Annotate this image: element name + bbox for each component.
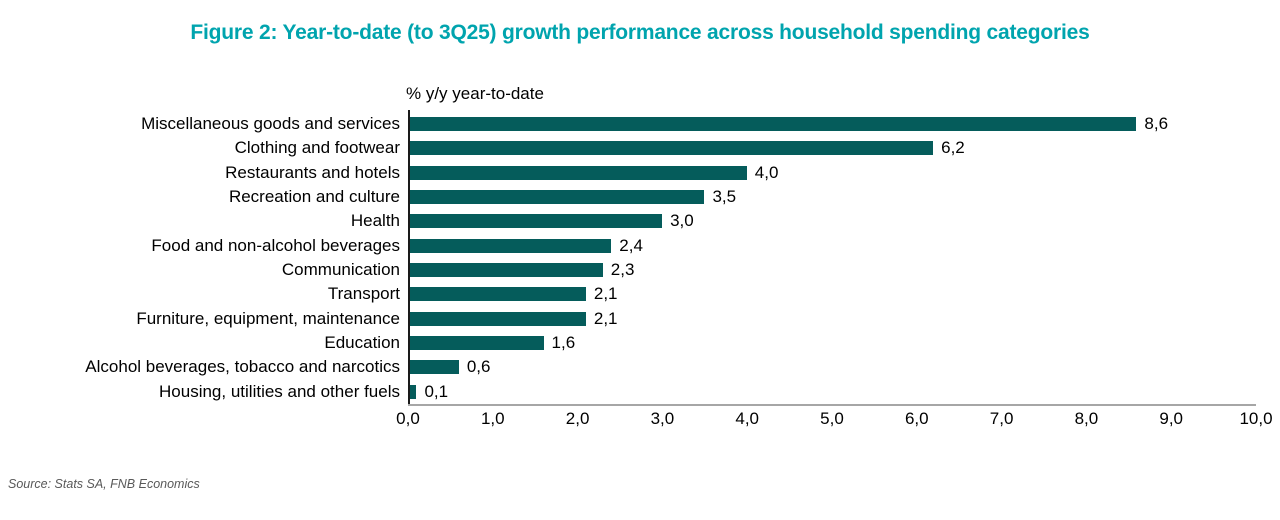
axis-tick-label: 3,0 [650,409,675,428]
value-label: 2,4 [619,235,643,255]
bar [408,263,603,278]
bar-track: 2,3 [408,258,1255,282]
chart-row: Furniture, equipment, maintenance 2,1 [0,307,1256,331]
chart-row: Communication 2,3 [0,258,1256,282]
category-axis-line [408,110,410,406]
category-label: Communication [281,260,400,280]
bar [408,214,663,229]
source-note: Source: Stats SA, FNB Economics [8,477,200,491]
category-label: Health [350,211,400,231]
axis-tick-label: 8,0 [1074,409,1099,428]
chart-row: Recreation and culture 3,5 [0,185,1256,209]
chart-row: Food and non-alcohol beverages 2,4 [0,234,1256,258]
category-label: Alcohol beverages, tobacco and narcotics [85,357,400,377]
bar [408,287,586,302]
axis-tick-label: 7,0 [989,409,1014,428]
bar-track: 2,1 [408,307,1255,331]
bar [408,384,417,399]
value-label: 6,2 [941,138,965,158]
category-label: Furniture, equipment, maintenance [136,308,400,328]
axis-tick-label: 0,0 [396,409,420,428]
bar-track: 1,6 [408,331,1255,355]
axis-tick-label: 1,0 [480,409,505,428]
chart-row: Health 3,0 [0,209,1256,233]
bar-track: 3,5 [408,185,1255,209]
chart-row: Education 1,6 [0,331,1256,355]
bar [408,311,586,326]
chart-row: Alcohol beverages, tobacco and narcotics… [0,355,1256,379]
axis-tick-label: 6,0 [904,409,929,428]
category-label: Housing, utilities and other fuels [159,381,400,401]
category-label: Food and non-alcohol beverages [151,235,400,255]
bar [408,238,612,253]
value-axis-title: % y/y year-to-date [406,84,544,103]
axis-tick-label: 10,0 [1239,409,1273,428]
value-label: 3,0 [670,211,694,231]
bar [408,190,705,205]
category-label: Education [324,333,400,353]
value-label: 2,1 [593,308,618,328]
category-label: Miscellaneous goods and services [141,114,400,134]
axis-tick-label: 2,0 [565,409,590,428]
chart-row: Transport 2,1 [0,282,1256,306]
value-label: 2,3 [610,260,635,280]
chart-row: Miscellaneous goods and services 8,6 [0,112,1256,136]
bar-track: 6,2 [408,136,1255,160]
value-label: 0,6 [466,357,491,377]
bar [408,336,544,351]
bar-track: 2,4 [408,234,1255,258]
chart-row: Housing, utilities and other fuels 0,1 [0,380,1256,404]
value-axis-line [408,404,1256,406]
bar-track: 3,0 [408,209,1255,233]
bar-track: 0,6 [408,355,1255,379]
bar-chart: Miscellaneous goods and services 8,6 Cloth… [0,112,1256,404]
figure-title: Figure 2: Year-to-date (to 3Q25) growth … [190,21,1090,44]
bar-track: 4,0 [408,161,1255,185]
category-label: Recreation and culture [228,187,400,207]
axis-tick-label: 4,0 [735,409,760,428]
chart-row: Clothing and footwear 6,2 [0,136,1256,160]
bar [408,141,934,156]
value-label: 8,6 [1144,114,1169,134]
bar [408,165,747,180]
bar [408,360,459,375]
bar-track: 0,1 [408,380,1255,404]
category-label: Transport [327,284,400,304]
value-label: 1,6 [551,333,576,353]
bar-track: 2,1 [408,282,1255,306]
value-label: 0,1 [424,381,449,401]
value-label: 4,0 [754,162,779,182]
bar-track: 8,6 [408,112,1255,136]
category-label: Clothing and footwear [234,138,400,158]
value-label: 3,5 [712,187,737,207]
bar [408,117,1137,132]
axis-tick-label: 5,0 [820,409,844,428]
value-label: 2,1 [593,284,618,304]
chart-row: Restaurants and hotels 4,0 [0,161,1256,185]
value-axis-labels: 0,0 1,0 2,0 3,0 4,0 5,0 6,0 7,0 8,0 9,0 10,0 [396,409,1272,429]
category-label: Restaurants and hotels [225,162,400,182]
axis-tick-label: 9,0 [1159,409,1184,428]
